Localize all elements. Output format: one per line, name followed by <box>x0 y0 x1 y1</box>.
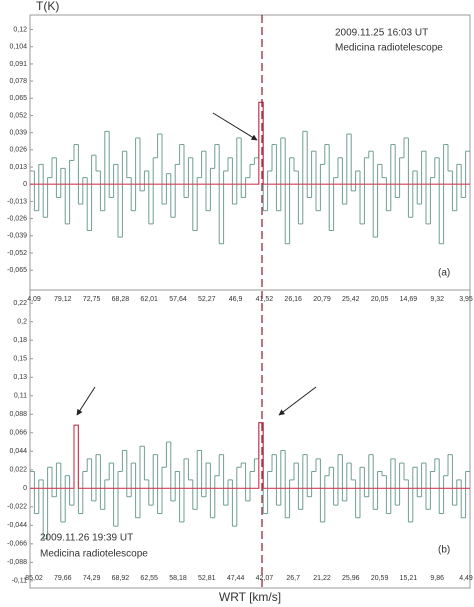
annotation: (b) <box>438 545 450 556</box>
y-tick-label: 0,088 <box>9 411 27 418</box>
x-tick-label: 62,55 <box>140 575 158 582</box>
y-tick-label: -0,013 <box>7 198 27 205</box>
y-tick-label: 0,2 <box>17 319 27 326</box>
x-tick-label: 4,09 <box>27 296 41 303</box>
y-tick-label: 0,11 <box>14 393 27 400</box>
x-tick-label: 21,22 <box>313 575 331 582</box>
y-tick-label: -0,044 <box>7 522 27 529</box>
x-tick-label: 20,79 <box>313 296 331 303</box>
y-tick-label: 0,22 <box>13 300 27 307</box>
y-tick-label: 0,13 <box>13 374 27 381</box>
x-tick-label: 20,05 <box>371 296 389 303</box>
y-axis-label: T(K) <box>36 0 59 13</box>
x-tick-label: 4,49 <box>459 575 473 582</box>
x-tick-label: 26,16 <box>284 296 302 303</box>
x-tick-label: 25,42 <box>342 296 360 303</box>
x-tick-label: 85,02 <box>25 575 43 582</box>
annotation: 2009.11.25 16:03 UT <box>335 28 428 39</box>
x-tick-label: 9,32 <box>430 296 444 303</box>
annotation: Medicina radiotelescope <box>335 43 443 54</box>
arrow <box>278 386 317 416</box>
y-tick-label: -0,052 <box>7 250 27 257</box>
y-tick-label: 0,026 <box>9 147 27 154</box>
x-tick-label: 3,95 <box>459 296 473 303</box>
x-tick-label: 57,64 <box>169 296 187 303</box>
y-tick-label: 0 <box>23 181 27 188</box>
x-tick-label: 20,59 <box>371 575 389 582</box>
frame <box>29 14 471 589</box>
arrow <box>76 386 96 416</box>
y-tick-label: 0 <box>23 485 27 492</box>
annotation: 2009.11.26 19:39 UT <box>40 533 133 544</box>
y-tick-label: 0,065 <box>9 95 27 102</box>
annotation: (a) <box>438 268 450 279</box>
annotation: Medicina radiotelescope <box>40 549 148 560</box>
y-tick-label: 0,044 <box>9 448 27 455</box>
x-tick-label: 79,12 <box>54 296 72 303</box>
x-tick-label: 52,27 <box>198 296 216 303</box>
fit-line <box>30 422 470 489</box>
y-tick-label: -0,022 <box>7 504 27 511</box>
x-tick-label: 26,7 <box>286 575 300 582</box>
y-tick-label: 0,104 <box>9 44 27 51</box>
y-tick-label: 0,013 <box>9 164 27 171</box>
plots: 0,12 0,104 0,091 0,078 0,065 0,052 0,039 0,026 0… <box>7 26 473 584</box>
y-tick-label: -0,066 <box>7 541 27 548</box>
y-tick-label: -0,026 <box>7 215 27 222</box>
y-tick-label: -0,065 <box>7 267 27 274</box>
y-tick-label: 0,066 <box>9 430 27 437</box>
x-tick-label: 25,96 <box>342 575 360 582</box>
y-tick-label: -0,039 <box>7 233 27 240</box>
x-tick-label: 47,44 <box>227 575 245 582</box>
x-tick-label: 72,75 <box>83 296 101 303</box>
x-tick-label: 41,52 <box>256 296 274 303</box>
y-tick-label: 0,022 <box>9 467 27 474</box>
y-tick-label: 0,12 <box>13 26 27 33</box>
x-tick-label: 68,28 <box>112 296 130 303</box>
x-tick-label: 68,92 <box>112 575 130 582</box>
y-tick-label: 0,15 <box>13 356 27 363</box>
x-tick-label: 58,18 <box>169 575 187 582</box>
x-tick-label: 42,07 <box>256 575 274 582</box>
x-tick-label: 14,69 <box>400 296 418 303</box>
y-tick-label: 0,078 <box>9 78 27 85</box>
x-tick-label: 62,01 <box>140 296 158 303</box>
x-tick-label: 15,21 <box>400 575 418 582</box>
x-tick-label: 52,81 <box>198 575 216 582</box>
x-axis-label: WRT [km/s] <box>219 590 281 604</box>
x-tick-label: 74,29 <box>83 575 101 582</box>
y-tick-label: 0,091 <box>9 61 27 68</box>
y-tick-label: 0,039 <box>9 130 27 137</box>
x-tick-label: 79,66 <box>54 575 72 582</box>
y-tick-label: 0,18 <box>13 337 27 344</box>
x-tick-label: 9,86 <box>430 575 444 582</box>
y-tick-label: -0,11 <box>12 578 28 585</box>
arrow <box>212 112 258 141</box>
y-tick-label: -0,088 <box>7 559 27 566</box>
fit-line <box>30 101 470 185</box>
y-tick-label: 0,052 <box>9 112 27 119</box>
x-tick-label: 46,9 <box>229 296 243 303</box>
